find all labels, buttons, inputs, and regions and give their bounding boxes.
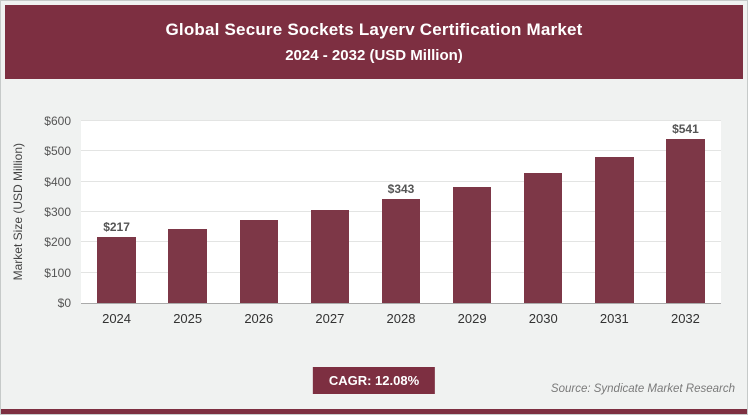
bar-column [152,121,223,303]
bar [595,156,634,303]
gridline [81,120,721,121]
cagr-badge: CAGR: 12.08% [312,367,436,394]
y-axis-label-wrap: Market Size (USD Million) [9,119,27,305]
x-tick-label: 2027 [315,311,345,326]
bar-value-label: $541 [672,121,699,136]
bar-column [437,121,508,303]
bar [452,186,492,303]
bar-column: $343 [365,121,436,303]
bar-column [579,121,650,303]
x-tick-label: 2026 [244,311,274,326]
bar [666,138,705,303]
bar-column [508,121,579,303]
chart-header: Global Secure Sockets Layerv Certificati… [5,5,743,79]
bar [381,198,421,303]
source-credit: Source: Syndicate Market Research [550,383,735,395]
x-tick-label: 2024 [102,311,132,326]
y-tick-label: $200 [44,235,71,250]
y-tick-label: $100 [44,265,71,280]
y-axis-ticks: $0 $100 $200 $300 $400 $500 $600 [29,114,75,310]
x-tick-label: 2025 [173,311,203,326]
x-tick-label: 2031 [599,311,629,326]
x-tick-label: 2030 [528,311,558,326]
y-tick-label: $400 [44,174,71,189]
bar [310,210,350,303]
gridline [81,150,721,152]
bottom-accent-strip [1,409,747,414]
y-axis-label: Market Size (USD Million) [11,143,25,281]
bar [97,237,136,303]
x-tick-label: 2029 [457,311,487,326]
bar [168,229,207,303]
chart-subtitle: 2024 - 2032 (USD Million) [285,47,463,64]
bar [239,220,278,303]
bar-column: $217 [81,121,152,303]
y-tick-label: $600 [44,114,71,128]
plot-area: $217 $343 $541 [81,120,721,304]
y-tick-label: $500 [44,144,71,159]
bar-column [223,121,294,303]
chart-title: Global Secure Sockets Layerv Certificati… [165,20,583,39]
y-tick-label: $300 [44,205,71,219]
bar [524,172,563,303]
bar-column: $541 [650,121,721,303]
x-tick-label: 2028 [386,311,416,326]
bar-value-label: $343 [387,181,415,196]
x-tick-label: 2032 [670,311,700,326]
bars-row: $217 $343 $541 [81,121,721,303]
gridline [81,180,721,182]
x-axis-labels: 2024 2025 2026 2027 2028 2029 2030 2031 2032 [81,311,721,331]
bar-value-label: $217 [103,220,130,235]
bar-column [294,121,365,303]
y-tick-label: $0 [57,296,71,310]
